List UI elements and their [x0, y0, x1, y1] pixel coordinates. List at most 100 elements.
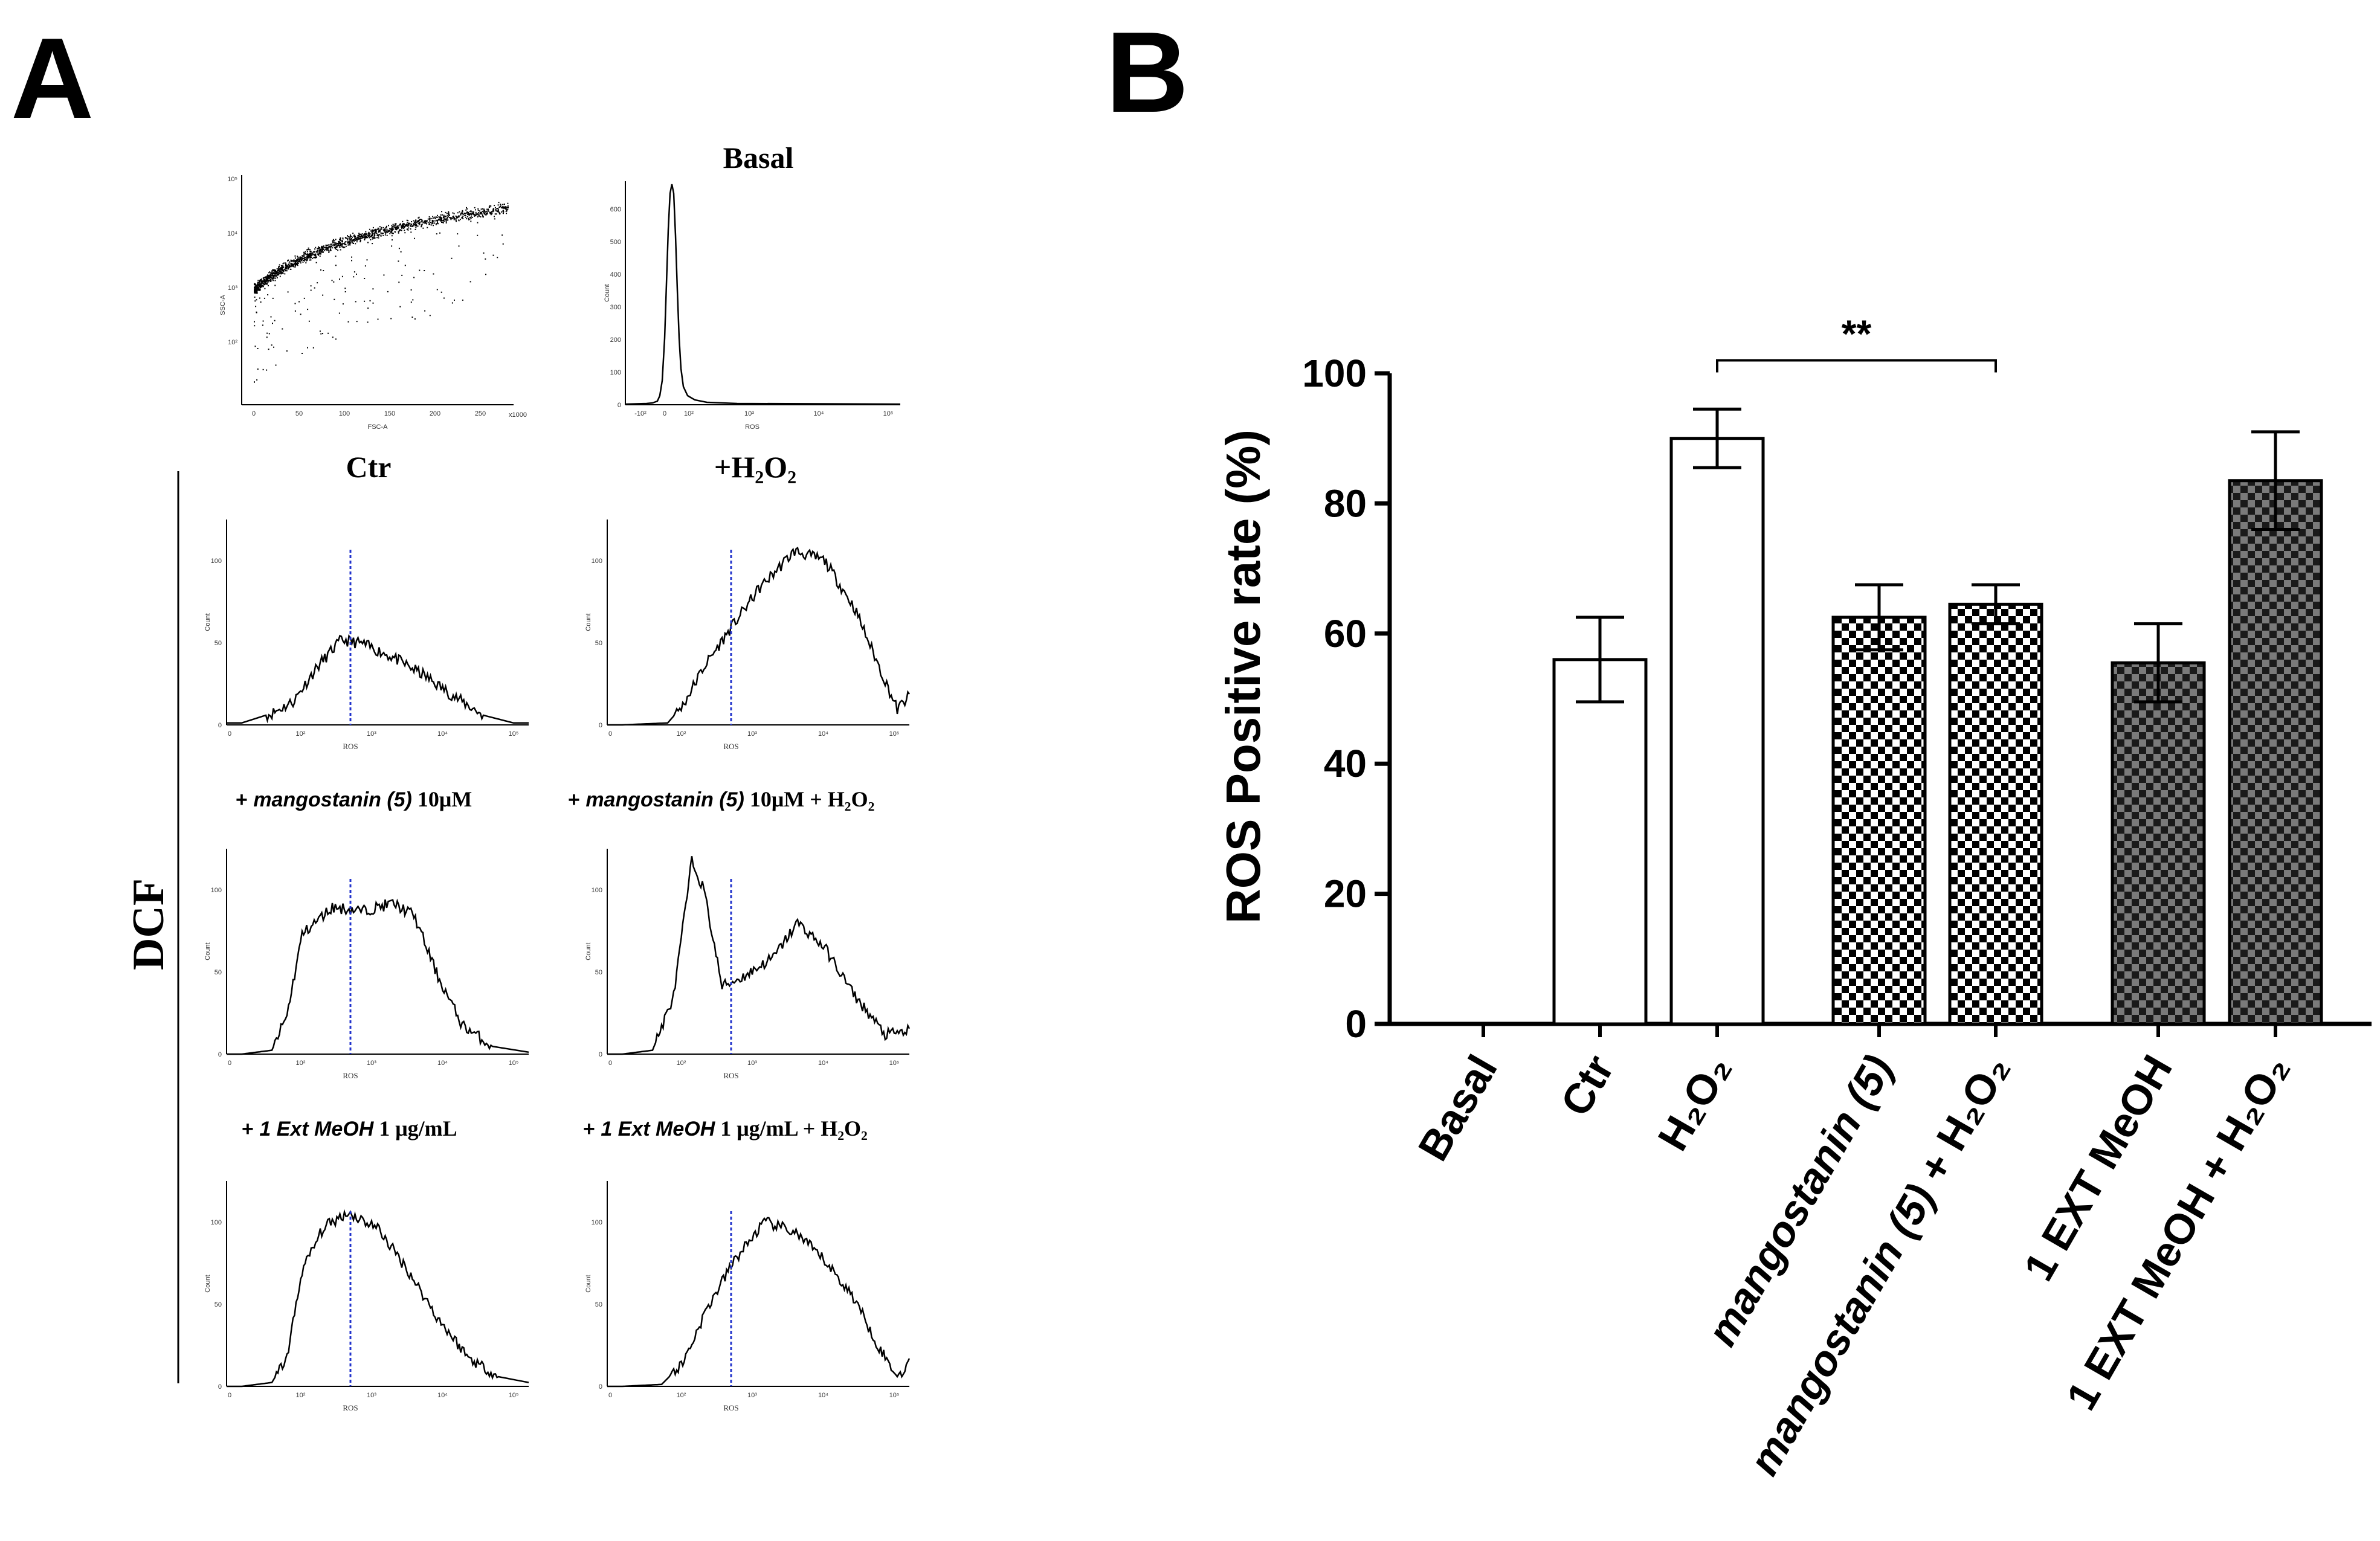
hist-mango-h2o2-title: + mangostanin (5) 10μM + H₂O₂	[568, 787, 874, 811]
basal-x-tick: 10⁴	[814, 410, 824, 417]
histogram-x-tick: 10³	[747, 1392, 757, 1399]
bars	[1552, 407, 2323, 1026]
scatter-x-ticks: 0 50 100 150 200 250	[252, 410, 486, 417]
histogram-x-tick: 10²	[296, 730, 306, 738]
y-tick-label: 60	[1324, 612, 1367, 655]
histogram-y-tick: 100	[211, 887, 222, 894]
histogram-y-tick: 0	[599, 722, 602, 729]
histogram-x-tick: 10⁵	[509, 1060, 519, 1067]
bar-3	[1831, 616, 1927, 1026]
bar-5	[2111, 661, 2206, 1026]
x-category-label: Ctr	[1552, 1047, 1623, 1124]
histogram-grid: Count ROS 0 10² 10³ 10⁴ 10⁵ 0 50 100 Count ROS 0 10² 1…	[204, 520, 911, 1412]
y-axis-ticks: 0 20 40 60 80 100	[1302, 352, 1390, 1046]
histogram-mango-h2o2: Count ROS 0 10² 10³ 10⁴ 10⁵ 0 50 100	[585, 849, 911, 1080]
histogram-ylabel: Count	[204, 1275, 211, 1292]
histogram-ylabel: Count	[204, 942, 211, 960]
histogram-y-tick: 100	[592, 558, 602, 565]
histogram-xlabel: ROS	[343, 1071, 358, 1080]
scatter-y-tick: 10⁵	[227, 176, 237, 183]
histogram-x-tick: 10⁴	[437, 1060, 448, 1067]
bar-1	[1552, 658, 1648, 1026]
histogram-curve	[227, 634, 529, 724]
x-category-label: Basal	[1409, 1047, 1506, 1169]
histogram-y-tick: 50	[214, 640, 222, 647]
bar-chart: ROS Positive rate (%) 0 20 40 60 80 100 Basal…	[1216, 312, 2372, 1483]
histogram-x-tick: 10⁵	[889, 1060, 900, 1067]
hist-ctr-title: Ctr	[346, 450, 392, 484]
histogram-curve	[607, 546, 911, 726]
basal-y-tick: 200	[610, 336, 621, 344]
bar-4	[1948, 602, 2043, 1026]
histogram-curve	[607, 1217, 911, 1388]
histogram-x-tick: 10³	[367, 1392, 376, 1399]
hist-h2o2-title: +H₂O₂	[714, 450, 796, 484]
histogram-y-tick: 0	[218, 1051, 222, 1058]
histogram-curve	[227, 1209, 529, 1388]
histogram-x-tick: 10⁵	[509, 1392, 519, 1399]
histogram-y-tick: 0	[218, 722, 222, 729]
significance-label: **	[1842, 312, 1872, 355]
basal-x-tick: 10²	[684, 410, 694, 417]
histogram-y-tick: 50	[214, 969, 222, 976]
scatter-y-tick: 10³	[228, 285, 237, 292]
scatter-dots	[254, 202, 509, 383]
histogram-x-tick: 0	[608, 730, 612, 738]
histogram-x-tick: 10³	[367, 1060, 376, 1067]
histogram-x-tick: 10³	[367, 730, 376, 738]
basal-x-tick: -10²	[634, 410, 647, 417]
scatter-x-tick: 150	[384, 410, 395, 417]
basal-y-tick: 600	[610, 206, 621, 213]
histogram-y-tick: 50	[595, 969, 602, 976]
histogram-x-tick: 10⁴	[818, 730, 828, 738]
panel-a-letter: A	[11, 14, 94, 143]
histogram-x-tick: 10⁴	[818, 1060, 828, 1067]
basal-x-tick: 10⁵	[883, 410, 894, 417]
histogram-x-tick: 10⁴	[437, 730, 448, 738]
basal-xlabel: ROS	[745, 423, 759, 431]
histogram-x-tick: 0	[228, 1392, 231, 1399]
scatter-y-tick: 10⁴	[227, 230, 237, 237]
basal-histogram: Basal Count ROS -10² 0 10² 10³ 10⁴ 10⁵ 0 100 20…	[604, 141, 901, 431]
histogram-xlabel: ROS	[723, 1071, 738, 1080]
histogram-xlabel: ROS	[723, 742, 738, 751]
scatter-ylabel: SSC-A	[219, 295, 227, 315]
basal-y-tick: 300	[610, 304, 621, 311]
x-category-label: 1 EXT MeOH + H₂O₂	[2057, 1047, 2298, 1418]
basal-x-tick: 0	[663, 410, 666, 417]
histogram-x-tick: 10⁴	[818, 1392, 828, 1399]
scatter-x-tick: 200	[430, 410, 440, 417]
histogram-xlabel: ROS	[723, 1403, 738, 1412]
y-axis-label: ROS Positive rate (%)	[1216, 429, 1270, 924]
bar-2	[1669, 437, 1765, 1026]
scatter-x-mult: x1000	[509, 411, 527, 419]
bar-6	[2228, 479, 2323, 1026]
scatter-x-tick: 250	[475, 410, 486, 417]
histogram-y-tick: 0	[599, 1051, 602, 1058]
significance-bracket	[1716, 359, 1997, 373]
scatter-plot: SSC-A FSC-A x1000 0 50 100 150 200 250 10² 10³…	[219, 175, 527, 431]
histogram-x-tick: 0	[608, 1392, 612, 1399]
histogram-ext-h2o2: Count ROS 0 10² 10³ 10⁴ 10⁵ 0 50 100	[585, 1181, 911, 1412]
histogram-x-tick: 10⁵	[889, 730, 900, 738]
scatter-x-tick: 50	[295, 410, 303, 417]
basal-curve	[625, 184, 901, 405]
histogram-y-tick: 0	[599, 1383, 602, 1391]
histogram-y-tick: 100	[211, 1219, 222, 1226]
histogram-ylabel: Count	[204, 613, 211, 631]
histogram-curve	[227, 898, 529, 1055]
histogram-x-tick: 0	[608, 1060, 612, 1067]
histogram-mango: Count ROS 0 10² 10³ 10⁴ 10⁵ 0 50 100	[204, 849, 529, 1080]
histogram-y-tick: 100	[592, 887, 602, 894]
histogram-x-tick: 10²	[296, 1392, 306, 1399]
histogram-y-tick: 100	[592, 1219, 602, 1226]
histogram-ext: Count ROS 0 10² 10³ 10⁴ 10⁵ 0 50 100	[204, 1181, 529, 1412]
y-tick-label: 20	[1324, 872, 1367, 916]
dcf-label: DCF	[124, 878, 173, 970]
scatter-y-tick: 10²	[228, 339, 237, 346]
histogram-ylabel: Count	[585, 942, 592, 960]
scatter-y-ticks: 10² 10³ 10⁴ 10⁵	[227, 176, 237, 346]
histogram-xlabel: ROS	[343, 1403, 358, 1412]
